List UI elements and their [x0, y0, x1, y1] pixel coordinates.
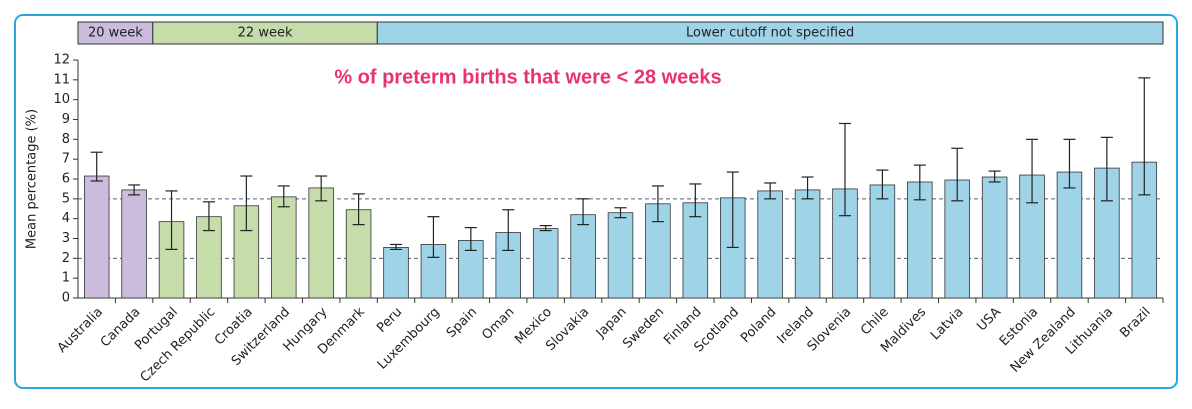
y-tick-label: 0 [62, 291, 70, 306]
y-tick-label: 9 [62, 112, 70, 127]
y-tick-label: 4 [62, 211, 70, 226]
y-tick-label: 5 [62, 191, 70, 206]
bar [532, 228, 559, 299]
x-tick-label: Peru [374, 305, 405, 336]
bar [308, 187, 334, 299]
y-tick-label: 7 [62, 152, 70, 167]
y-tick-label: 6 [62, 172, 70, 187]
bar [757, 190, 783, 299]
bar [794, 189, 821, 299]
bar [570, 214, 596, 299]
y-tick-label: 2 [62, 251, 70, 266]
bar [869, 184, 896, 299]
bar [682, 202, 709, 299]
bar [196, 216, 222, 299]
y-tick-label: 10 [53, 92, 70, 107]
bar [981, 176, 1008, 299]
x-tick-label: Australia [55, 305, 106, 356]
group-label: Lower cutoff not specified [686, 26, 854, 41]
y-tick-label: 3 [62, 231, 70, 246]
x-tick-label: Poland [738, 305, 779, 346]
x-tick-label: New Zealand [1008, 305, 1079, 376]
x-tick-label: Brazil [1117, 305, 1153, 341]
group-label: 20 week [88, 26, 143, 41]
x-tick-label: Latvia [928, 305, 967, 344]
x-tick-label: Sweden [620, 305, 667, 352]
y-tick-label: 1 [62, 271, 70, 286]
chart-title: % of preterm births that were < 28 weeks [334, 66, 721, 88]
bar [121, 189, 147, 299]
x-tick-label: USA [974, 305, 1004, 335]
y-tick-label: 8 [62, 132, 70, 147]
group-label: 22 week [238, 26, 293, 41]
bar [1056, 171, 1083, 299]
frame [14, 14, 1178, 389]
y-tick-label: 12 [53, 53, 70, 68]
y-tick-label: 11 [53, 72, 70, 87]
x-tick-label: Chile [858, 305, 892, 339]
bar [83, 175, 110, 299]
bar [944, 179, 970, 299]
bar [607, 212, 634, 299]
group-band [376, 21, 1164, 45]
y-axis-label: Mean percentage (%) [25, 109, 40, 249]
bar [383, 247, 409, 299]
x-tick-label: Spain [444, 305, 480, 341]
bar [271, 196, 297, 299]
